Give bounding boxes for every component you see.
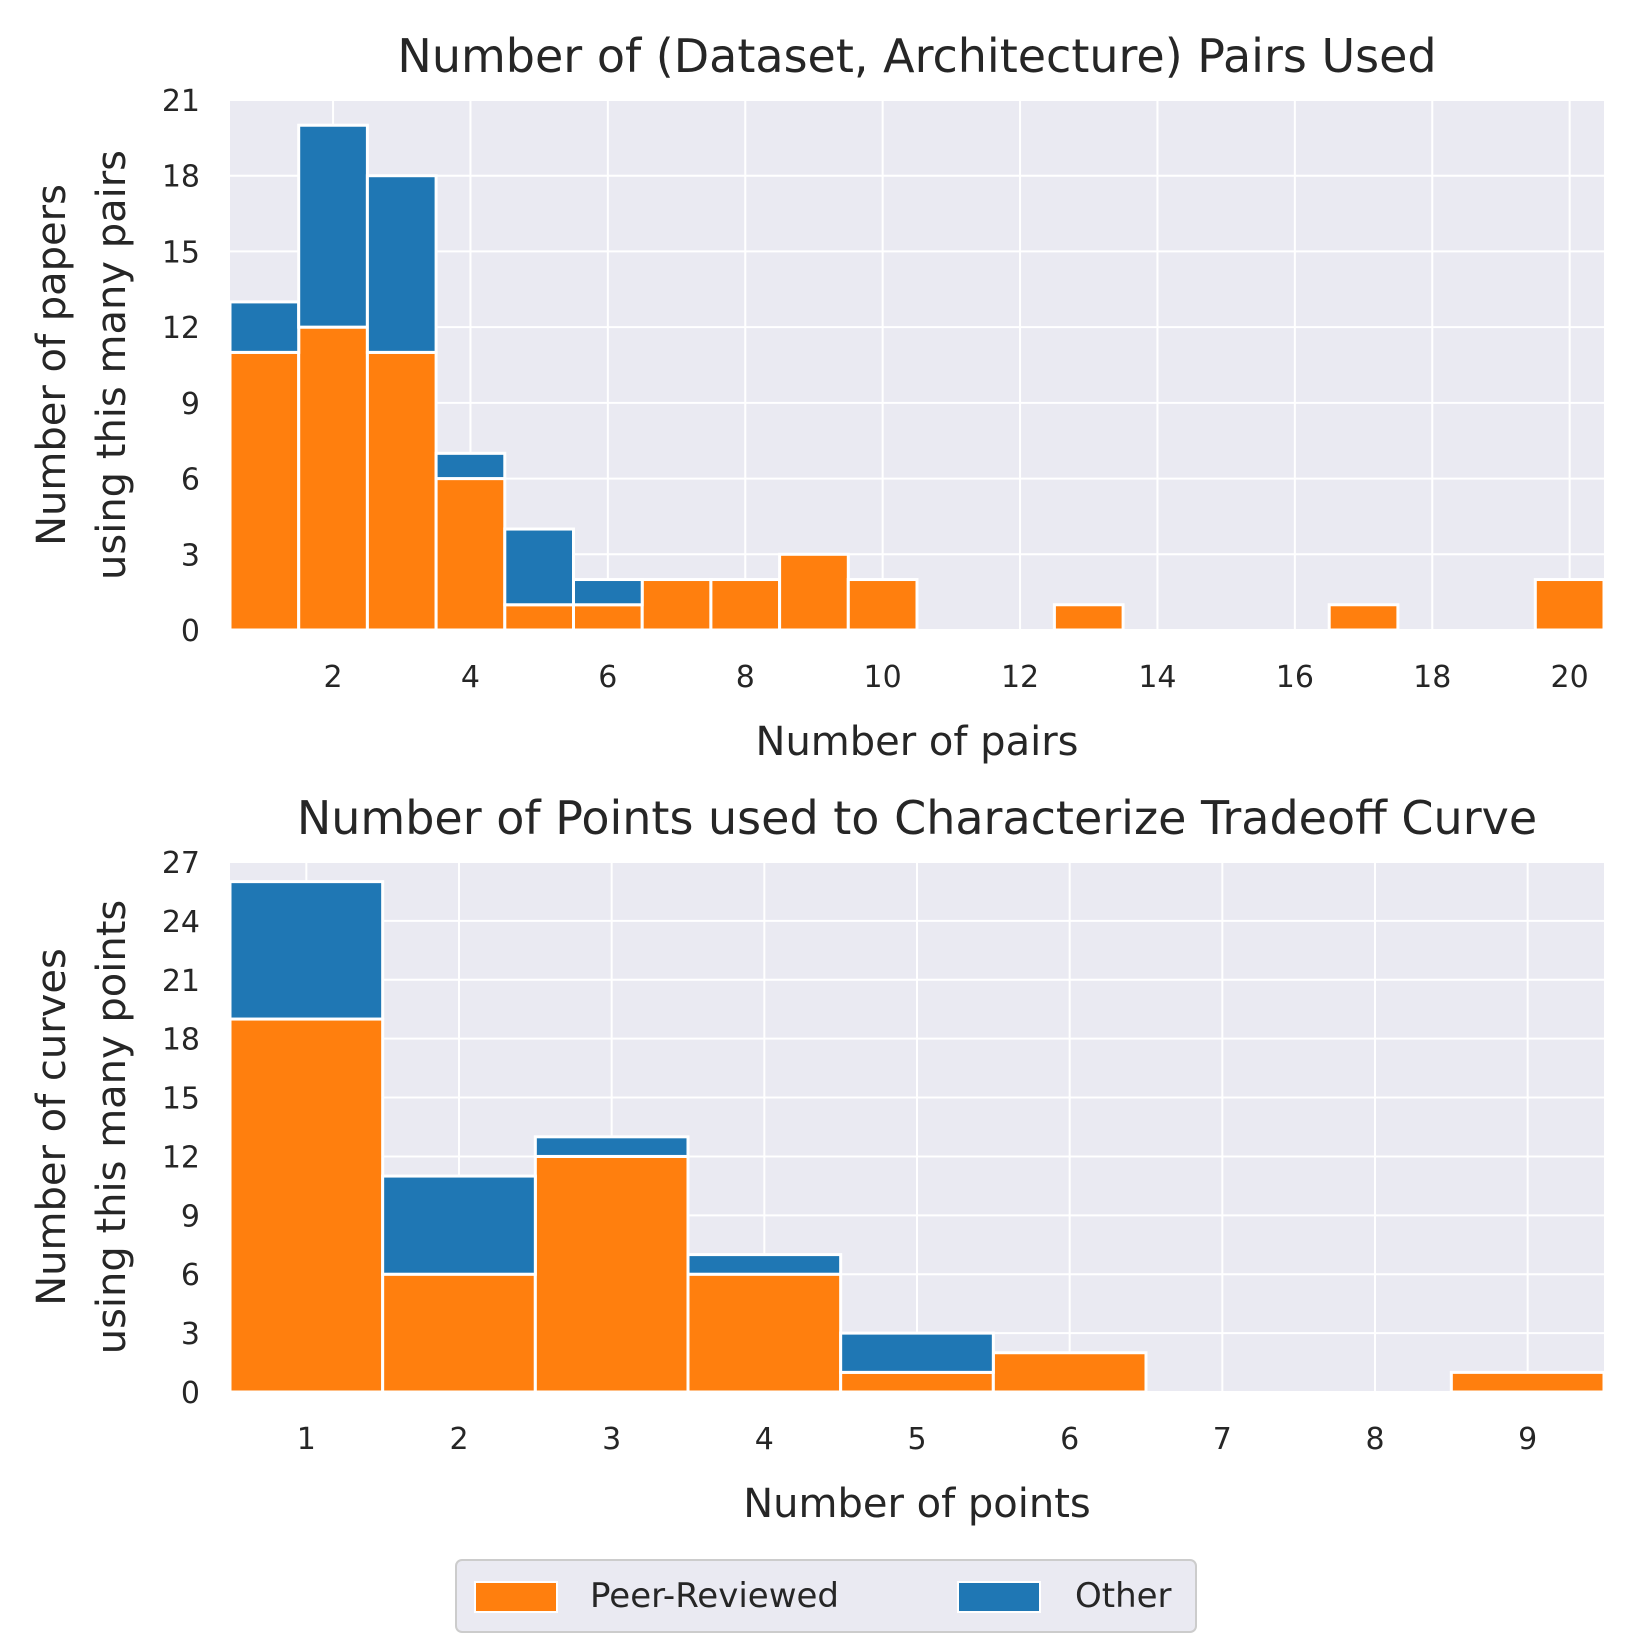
y-tick-label: 27	[162, 846, 200, 881]
bar-peer-reviewed	[839, 1370, 995, 1394]
y-tick-label: 21	[162, 964, 200, 999]
y-tick-label: 15	[162, 1082, 200, 1117]
bar-peer-reviewed	[533, 1154, 690, 1394]
bar-other	[365, 174, 438, 354]
bar-other	[297, 123, 369, 329]
legend-frame	[455, 1559, 1197, 1633]
bar-peer-reviewed	[297, 325, 369, 632]
x-tick-label: 7	[1213, 1422, 1232, 1457]
x-tick-label: 2	[449, 1422, 468, 1457]
bar-peer-reviewed	[1327, 603, 1400, 632]
bar-peer-reviewed	[365, 350, 438, 632]
y-axis-label-line1: Number of curves	[29, 948, 75, 1306]
x-tick-label: 6	[598, 660, 617, 695]
legend: Peer-Reviewed Other	[455, 1559, 1197, 1633]
bars	[228, 123, 1606, 632]
y-tick-label: 0	[181, 614, 200, 649]
chart-title: Number of Points used to Characterize Tr…	[297, 791, 1537, 845]
bar-peer-reviewed	[572, 603, 644, 632]
x-tick-label: 6	[1060, 1422, 1079, 1457]
x-tick-label: 8	[736, 660, 755, 695]
y-tick-label: 12	[162, 1140, 200, 1175]
bar-other	[533, 1135, 690, 1158]
legend-swatch-other	[957, 1581, 1041, 1613]
x-tick-label: 9	[1518, 1422, 1537, 1457]
x-tick-label: 5	[907, 1422, 926, 1457]
x-tick-label: 1	[297, 1422, 316, 1457]
y-axis-label-line2: using this many pairs	[89, 150, 135, 580]
legend-label-peer-reviewed: Peer-Reviewed	[590, 1576, 839, 1616]
y-tick-label: 18	[162, 1023, 200, 1058]
bar-other	[839, 1331, 995, 1374]
bar-peer-reviewed	[1052, 603, 1125, 632]
x-tick-label: 16	[1276, 660, 1314, 695]
bar-other	[381, 1174, 537, 1276]
x-tick-label: 8	[1365, 1422, 1384, 1457]
bar-other	[228, 880, 385, 1021]
bar-peer-reviewed	[381, 1272, 537, 1394]
y-tick-label: 3	[181, 538, 200, 573]
bar-peer-reviewed	[686, 1272, 843, 1394]
bar-peer-reviewed	[846, 578, 919, 632]
y-tick-label: 0	[181, 1376, 200, 1411]
x-axis-label: Number of pairs	[756, 719, 1079, 765]
bar-other	[434, 451, 507, 481]
bar-peer-reviewed	[640, 578, 713, 632]
x-tick-label: 10	[864, 660, 902, 695]
bar-peer-reviewed	[228, 1017, 385, 1394]
y-tick-label: 18	[162, 160, 200, 195]
bar-peer-reviewed	[503, 603, 575, 632]
y-tick-label: 12	[162, 311, 200, 346]
x-tick-label: 12	[1001, 660, 1039, 695]
y-tick-label: 9	[181, 387, 200, 422]
y-tick-label: 21	[162, 84, 200, 119]
bar-peer-reviewed	[778, 552, 850, 632]
bar-peer-reviewed	[709, 578, 782, 632]
bar-other	[572, 578, 644, 607]
bar-peer-reviewed	[434, 477, 507, 632]
bar-other	[503, 527, 575, 607]
x-tick-label: 18	[1413, 660, 1451, 695]
chart-title: Number of (Dataset, Architecture) Pairs …	[397, 29, 1436, 83]
bar-peer-reviewed	[1449, 1370, 1606, 1394]
x-tick-label: 20	[1551, 660, 1589, 695]
y-tick-label: 24	[162, 905, 200, 940]
y-tick-label: 6	[181, 463, 200, 498]
x-tick-label: 4	[755, 1422, 774, 1457]
y-tick-label: 3	[181, 1317, 200, 1352]
y-axis-label-line2: using this many points	[89, 900, 135, 1355]
bar-peer-reviewed	[1533, 578, 1606, 632]
x-tick-label: 4	[461, 660, 480, 695]
y-tick-label: 9	[181, 1199, 200, 1234]
legend-swatch-peer-reviewed	[474, 1581, 558, 1613]
y-tick-label: 6	[181, 1258, 200, 1293]
bar-peer-reviewed	[228, 350, 301, 632]
legend-label-other: Other	[1075, 1576, 1172, 1616]
bar-other	[228, 300, 301, 354]
y-axis-label-line1: Number of papers	[29, 184, 75, 546]
bar-peer-reviewed	[991, 1351, 1148, 1394]
y-tick-label: 15	[162, 235, 200, 270]
x-tick-label: 3	[602, 1422, 621, 1457]
x-tick-label: 14	[1138, 660, 1176, 695]
x-axis-label: Number of points	[743, 1481, 1091, 1527]
bar-other	[686, 1253, 843, 1276]
bars	[228, 880, 1606, 1394]
x-tick-label: 2	[324, 660, 343, 695]
